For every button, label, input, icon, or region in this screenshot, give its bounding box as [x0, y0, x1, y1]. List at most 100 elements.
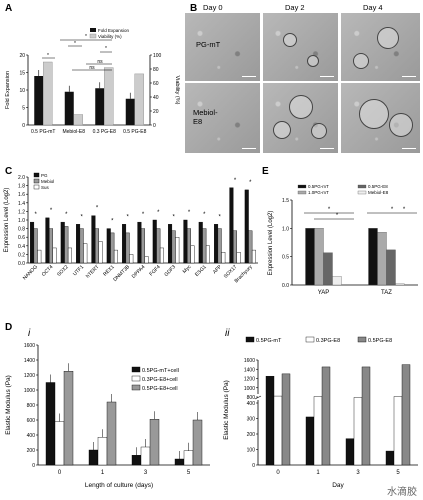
a-legend-fold: Fold Expansion [98, 28, 130, 33]
c-legend-label: PG [41, 173, 48, 178]
dii-legend-label: 0.5PG-E8 [368, 338, 392, 344]
a-y2-axis-label: Viability (%) [174, 76, 180, 105]
micrograph-mebiol-day0 [185, 83, 260, 153]
c-bar-pg [122, 224, 127, 264]
a-bar-viability [104, 67, 114, 126]
c-y-tick-label: 2.0 [18, 175, 25, 181]
c-y-tick-label: 0.6 [18, 235, 25, 241]
dii-x-tick-label: 0 [276, 470, 280, 476]
dii-bar [265, 375, 275, 466]
c-sig-label: * [126, 214, 129, 220]
c-y-tick-label: 0.4 [18, 244, 25, 250]
c-bar-mebiol [79, 228, 84, 264]
panel-letter-a: A [5, 3, 13, 14]
panel-c-chart: 0.0 0.2 0.4 0.6 0.8 1.0 1.2 1.4 1.6 1.8 2.0 Express… [4, 172, 258, 284]
a-bar-fold [34, 76, 44, 125]
e-y-tick-label: 1.5 [282, 198, 289, 204]
watermark: 水滴胶 [387, 487, 417, 498]
c-y-tick-label: 1.2 [18, 209, 25, 215]
c-y-tick-label: 1.6 [18, 192, 25, 198]
a-y2-tick-label: 40 [153, 95, 159, 101]
micrograph-pg-mt-day2 [263, 13, 338, 81]
dii-bar [401, 364, 411, 466]
dii-legend-swatch [357, 336, 367, 343]
dii-y-tick-label: 100 [247, 448, 256, 454]
c-bar-sus [159, 247, 164, 264]
c-x-tick-label: ESG1 [194, 264, 208, 278]
dii-y-tick-label: 1200 [244, 377, 255, 383]
dii-x-tick-label: 3 [356, 470, 360, 476]
row-label-pg-mt: PG-mT [196, 40, 221, 49]
c-sig-label: * [80, 214, 83, 220]
micrograph-pg-mt-day0 [185, 13, 260, 81]
c-bar-pg [152, 219, 157, 264]
c-x-tick-label: AFP [212, 264, 224, 276]
di-bar [131, 455, 142, 466]
a-y2-tick-label: 80 [153, 67, 159, 73]
a-sig-label: * [85, 34, 87, 40]
c-bar-sus [98, 241, 103, 264]
di-x-tick-label: 0 [58, 470, 62, 476]
c-bar-sus [52, 247, 57, 264]
e-bar [332, 276, 342, 286]
e-legend-label: 0.5PG-E8 [368, 184, 388, 189]
di-x-tick-label: 3 [144, 470, 148, 476]
di-y-tick-label: 600 [27, 418, 36, 424]
c-bar-sus [205, 245, 210, 264]
day-0-label: Day 0 [203, 3, 223, 12]
e-bar [377, 232, 387, 286]
a-sig-label: ns [89, 65, 95, 71]
di-bar [88, 449, 99, 466]
e-sig-label: * [403, 207, 406, 213]
c-bar-mebiol [125, 232, 130, 264]
e-y-tick-label: 1.0 [282, 226, 289, 232]
c-sig-label: * [188, 210, 191, 216]
c-bar-sus [175, 236, 180, 264]
di-y-tick-label: 800 [27, 403, 36, 409]
c-bar-mebiol [171, 230, 176, 264]
dii-y-tick-label: 200 [247, 432, 256, 438]
c-bar-mebiol [64, 226, 69, 264]
c-legend-label: Sus [41, 185, 50, 190]
di-x-tick-label: 5 [187, 470, 191, 476]
a-x-tick-label: 0.3 PG-E8 [93, 129, 117, 135]
c-sig-label: * [157, 210, 160, 216]
c-sig-label: * [203, 212, 206, 218]
di-y-axis-label: Elastic Modulus (Pa) [5, 375, 12, 435]
panel-letter-d: D [5, 322, 13, 333]
c-sig-label: * [65, 212, 68, 218]
c-bar-mebiol [202, 228, 207, 264]
c-x-tick-label: hTERT [85, 264, 100, 279]
a-x-tick-label: Mebiol-E8 [62, 129, 85, 135]
c-legend-swatch [33, 178, 40, 184]
c-bar-mebiol [110, 232, 115, 264]
c-bar-pg [244, 189, 249, 264]
c-x-tick-label: SOX2 [56, 264, 70, 278]
di-y-tick-label: 1400 [24, 358, 35, 364]
di-bar [192, 419, 203, 466]
c-bar-mebiol [156, 228, 161, 264]
e-legend-swatch [357, 184, 367, 189]
e-x-tick-label: TAZ [381, 290, 392, 296]
dii-bar [321, 366, 331, 466]
dii-y-tick-label: 0 [252, 463, 255, 469]
di-bar [106, 401, 117, 466]
panel-d-i-chart: 0 200 400 600 800 1000 1200 1400 1600 Elastic Mod… [5, 343, 210, 489]
a-bar-viability [73, 114, 83, 126]
c-bar-pg [198, 221, 203, 264]
a-y-tick-label: 5 [22, 106, 25, 112]
day-2-label: Day 2 [285, 3, 305, 12]
a-legend-swatch-fold [90, 28, 96, 32]
e-sig-label: * [328, 207, 331, 213]
dii-legend-swatch [305, 336, 315, 343]
c-bar-mebiol [217, 228, 222, 264]
e-legend-swatch [297, 184, 307, 189]
e-sig-label: * [336, 213, 339, 219]
dii-bar [393, 396, 403, 466]
a-sig-label: * [74, 41, 76, 47]
c-bar-pg [183, 219, 188, 264]
a-sig-label: * [105, 46, 107, 52]
e-x-tick-label: YAP [318, 290, 330, 296]
c-bar-sus [113, 249, 118, 264]
di-legend-swatch [131, 366, 141, 373]
